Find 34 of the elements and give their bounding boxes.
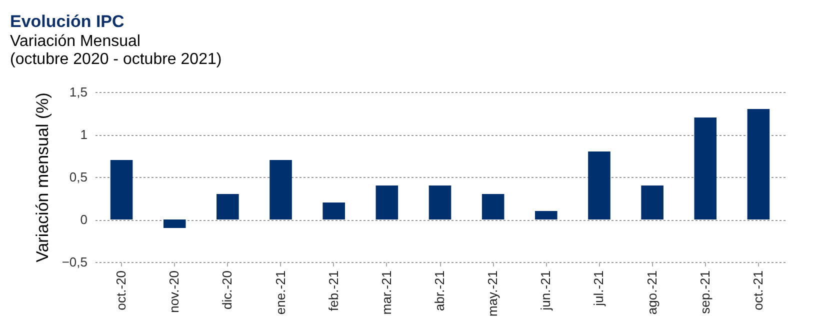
x-tick-label: dic.-20 [220,270,235,310]
x-tick-label: abr.-21 [432,270,447,311]
x-tick-label: oct.-21 [750,270,766,310]
bar [694,118,717,220]
x-tick-label: ene.-21 [272,270,288,315]
x-tick-label: may.-21 [485,270,500,316]
bar [376,186,398,220]
bar [216,194,239,220]
bar [588,152,610,220]
y-tick-label: 1 [80,127,88,142]
x-tick-label: nov.-20 [166,270,182,313]
bar [428,186,452,220]
y-tick-label: 0 [80,212,88,227]
y-tick-label: 1,5 [69,84,88,100]
bar [747,109,770,220]
bar [535,211,558,220]
y-tick-label: 0,5 [69,170,88,184]
chart-title: Evolución IPC [10,12,124,31]
y-axis-title: Variación mensual (%) [32,92,52,262]
x-tick-label: jun.-21 [538,270,554,312]
bar [110,160,133,220]
y-tick-label: −0,5 [62,254,88,270]
bar [270,160,292,220]
x-tick-label: sep.-21 [697,270,712,314]
x-tick-label: oct.-20 [114,270,129,310]
bar [482,194,504,220]
bar [641,186,664,220]
x-tick-label: feb.-21 [326,270,341,311]
x-tick-label: mar.-21 [378,270,394,315]
x-tick-label: ago.-21 [644,270,660,315]
bar [163,220,186,228]
chart-subtitle: Variación Mensual (octubre 2020 - octubre 2021) [10,33,222,68]
bar [322,202,345,220]
x-tick-label: jul.-21 [591,270,606,307]
